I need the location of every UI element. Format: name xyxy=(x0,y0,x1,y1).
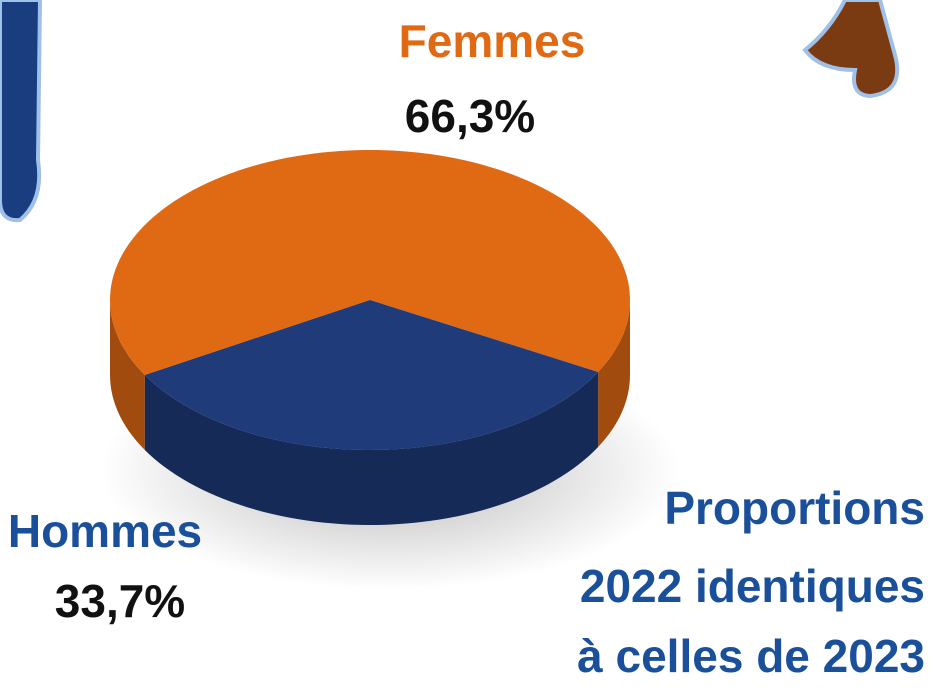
chart: Femmes 66,3% Hommes 33,7% Proportions 2022 … xyxy=(0,0,934,688)
category-label: Hommes xyxy=(8,505,202,557)
decor-shoe xyxy=(805,0,897,96)
decor-leg xyxy=(0,0,40,220)
annotation: à celles de 2023 xyxy=(577,630,925,682)
page: Femmes 66,3% Hommes 33,7% Proportions 2022 … xyxy=(0,0,934,688)
value-label: 33,7% xyxy=(55,575,185,627)
annotation: 2022 identiques xyxy=(580,560,925,612)
annotation: Proportions xyxy=(664,482,925,534)
pie xyxy=(110,150,630,525)
category-label: Femmes xyxy=(399,15,586,67)
value-label: 66,3% xyxy=(405,90,535,142)
